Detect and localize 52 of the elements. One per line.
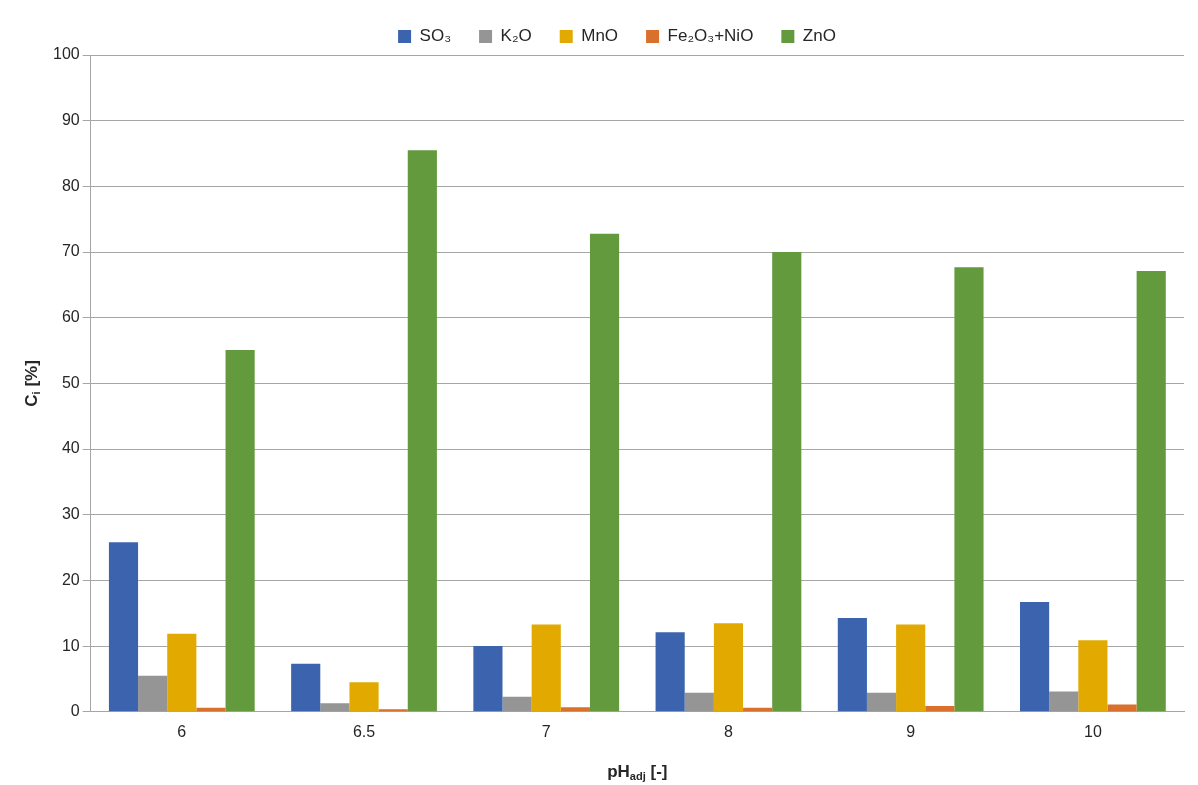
y-tick-label: 90 xyxy=(61,111,80,129)
x-tick-label: 8 xyxy=(724,722,733,740)
bar xyxy=(772,252,802,712)
bar xyxy=(1020,602,1050,712)
bar xyxy=(108,542,139,712)
x-tick-label: 7 xyxy=(541,722,551,740)
legend-label: SO₃ xyxy=(419,26,452,46)
bar xyxy=(138,675,168,712)
bar xyxy=(684,692,714,712)
bar xyxy=(196,707,226,712)
legend-label: Fe₂O₃+NiO xyxy=(667,26,754,46)
y-tick-label: 80 xyxy=(61,176,80,194)
bar xyxy=(896,624,926,712)
bar xyxy=(655,632,685,712)
y-tick-label: 30 xyxy=(61,505,80,523)
bar xyxy=(837,617,867,712)
bar xyxy=(531,624,561,712)
legend-label: MnO xyxy=(581,26,619,46)
legend-label: ZnO xyxy=(802,26,836,46)
y-tick-label: 60 xyxy=(61,308,80,326)
bar xyxy=(925,705,955,712)
bar xyxy=(167,633,197,712)
y-tick-label: 40 xyxy=(61,439,80,457)
y-tick-label: 0 xyxy=(70,702,80,720)
x-tick-label: 9 xyxy=(906,722,916,740)
y-tick-label: 10 xyxy=(61,636,80,654)
bar xyxy=(225,349,255,712)
x-tick-label: 6.5 xyxy=(352,722,376,740)
bar xyxy=(1078,640,1108,712)
bar xyxy=(407,150,437,712)
y-tick-label: 50 xyxy=(61,373,80,391)
bar xyxy=(713,623,744,712)
y-tick-label: 100 xyxy=(52,45,80,63)
bar xyxy=(560,707,590,712)
x-tick-label: 6 xyxy=(177,722,187,740)
x-tick-label: 10 xyxy=(1083,722,1102,740)
legend-label: K₂O xyxy=(500,26,532,46)
bar xyxy=(1107,704,1137,712)
bar xyxy=(954,267,984,712)
y-tick-label: 70 xyxy=(61,242,80,260)
bar xyxy=(1049,691,1079,712)
bar xyxy=(378,709,408,712)
bar xyxy=(589,233,620,712)
bar xyxy=(320,703,350,712)
bar xyxy=(502,696,532,712)
bar xyxy=(349,682,379,712)
bar xyxy=(1136,271,1166,712)
bar xyxy=(866,692,897,712)
y-tick-label: 20 xyxy=(61,570,80,588)
bar xyxy=(291,663,321,712)
bar xyxy=(473,646,503,712)
y-axis-title: Ci [%] xyxy=(21,360,43,407)
